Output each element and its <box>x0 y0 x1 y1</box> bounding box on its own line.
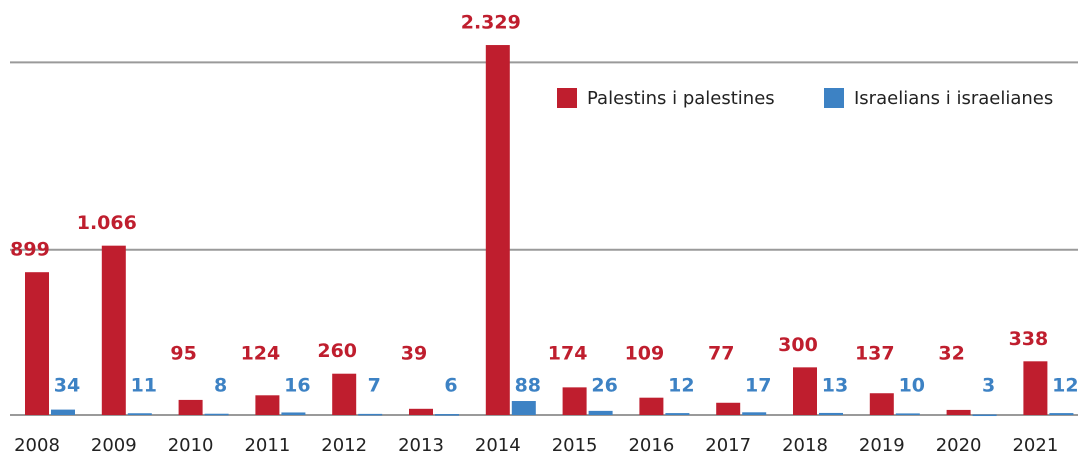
value-label: 6 <box>444 375 457 397</box>
bar <box>485 45 510 416</box>
x-tick-label: 2017 <box>705 435 751 456</box>
bar <box>435 414 459 416</box>
value-label: 137 <box>855 343 895 365</box>
x-tick-label: 2012 <box>321 435 367 456</box>
bar <box>1023 361 1048 415</box>
bar <box>946 409 971 415</box>
value-label: 8 <box>214 375 227 397</box>
value-label: 7 <box>368 375 381 397</box>
value-label: 1.066 <box>77 212 137 234</box>
value-label: 300 <box>778 334 818 356</box>
value-label: 88 <box>515 375 541 397</box>
value-label: 39 <box>401 343 427 365</box>
x-tick-label: 2018 <box>782 435 828 456</box>
bar <box>665 413 690 415</box>
value-label: 10 <box>899 375 925 397</box>
value-label: 11 <box>131 375 157 397</box>
legend-swatch <box>824 88 844 108</box>
value-label: 12 <box>668 375 694 397</box>
x-tick-label: 2011 <box>244 435 290 456</box>
x-tick-label: 2009 <box>91 435 137 456</box>
bar <box>972 414 997 417</box>
value-label: 26 <box>591 375 617 397</box>
legend-swatch <box>557 88 577 108</box>
bar <box>255 395 280 415</box>
x-tick-label: 2010 <box>168 435 214 456</box>
bar <box>204 413 229 416</box>
x-tick-label: 2020 <box>936 435 982 456</box>
value-label: 95 <box>170 343 196 365</box>
value-label: 260 <box>317 340 357 362</box>
bar <box>281 412 306 415</box>
bar <box>409 408 433 415</box>
value-label: 12 <box>1052 375 1078 397</box>
x-tick-label: 2016 <box>628 435 674 456</box>
x-tick-label: 2008 <box>14 435 60 456</box>
value-label: 34 <box>54 375 80 397</box>
bar <box>332 373 357 415</box>
value-label: 899 <box>10 239 50 261</box>
x-tick-label: 2019 <box>859 435 905 456</box>
x-tick-label: 2013 <box>398 435 444 456</box>
x-tick-label: 2014 <box>475 435 521 456</box>
value-label: 17 <box>745 375 771 397</box>
bar <box>51 409 75 415</box>
bar <box>1049 413 1074 415</box>
bar <box>742 412 767 415</box>
value-label: 124 <box>241 343 281 365</box>
bar <box>562 387 587 415</box>
bar <box>588 410 613 415</box>
value-label: 77 <box>708 343 734 365</box>
legend-label: Israelians i israelianes <box>854 88 1053 109</box>
x-tick-label: 2021 <box>1012 435 1058 456</box>
legend-label: Palestins i palestines <box>587 88 775 109</box>
x-tick-label: 2015 <box>552 435 598 456</box>
bar <box>178 399 203 415</box>
bar <box>358 413 383 416</box>
bar <box>895 413 920 415</box>
value-label: 174 <box>548 343 588 365</box>
value-label: 16 <box>284 375 310 397</box>
bar <box>127 413 152 415</box>
bar <box>869 393 894 415</box>
value-label: 338 <box>1009 328 1049 350</box>
value-label: 109 <box>625 343 665 365</box>
bar <box>716 402 741 415</box>
value-label: 2.329 <box>461 12 521 34</box>
bar <box>639 397 664 415</box>
value-label: 3 <box>982 375 995 397</box>
value-label: 13 <box>822 375 848 397</box>
bar <box>25 272 49 415</box>
bar <box>819 412 843 415</box>
bar <box>511 401 536 415</box>
value-label: 32 <box>938 343 964 365</box>
bar <box>101 245 126 415</box>
bar <box>793 367 817 415</box>
